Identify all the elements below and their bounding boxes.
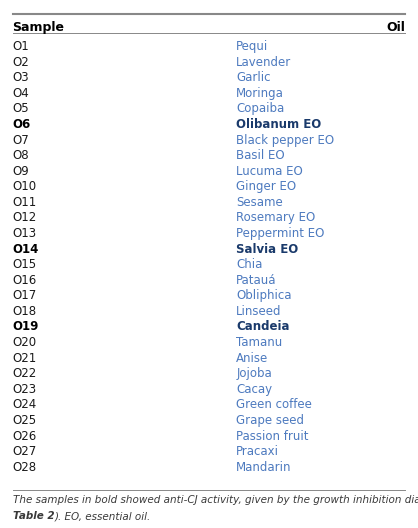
Text: O2: O2 <box>13 55 29 69</box>
Text: Oil: Oil <box>387 21 405 34</box>
Text: Anise: Anise <box>236 352 268 365</box>
Text: O27: O27 <box>13 445 37 458</box>
Text: O19: O19 <box>13 320 39 334</box>
Text: Garlic: Garlic <box>236 71 271 84</box>
Text: Copaiba: Copaiba <box>236 102 284 116</box>
Text: O18: O18 <box>13 305 37 318</box>
Text: Lucuma EO: Lucuma EO <box>236 165 303 178</box>
Text: Pequi: Pequi <box>236 40 268 53</box>
Text: Tamanu: Tamanu <box>236 336 283 349</box>
Text: Cacay: Cacay <box>236 383 272 396</box>
Text: Pracaxi: Pracaxi <box>236 445 279 458</box>
Text: The samples in bold showed anti-CJ activity, given by the growth inhibition diam: The samples in bold showed anti-CJ activ… <box>13 495 418 505</box>
Text: Peppermint EO: Peppermint EO <box>236 227 324 240</box>
Text: Passion fruit: Passion fruit <box>236 429 308 442</box>
Text: O17: O17 <box>13 289 37 303</box>
Text: O25: O25 <box>13 414 37 427</box>
Text: Sesame: Sesame <box>236 196 283 209</box>
Text: Olibanum EO: Olibanum EO <box>236 118 321 131</box>
Text: O15: O15 <box>13 258 37 271</box>
Text: Basil EO: Basil EO <box>236 149 285 162</box>
Text: O26: O26 <box>13 429 37 442</box>
Text: O4: O4 <box>13 87 29 100</box>
Text: Table 2: Table 2 <box>13 511 54 521</box>
Text: Moringa: Moringa <box>236 87 284 100</box>
Text: O28: O28 <box>13 460 37 474</box>
Text: Jojoba: Jojoba <box>236 367 272 380</box>
Text: O11: O11 <box>13 196 37 209</box>
Text: Patauá: Patauá <box>236 274 277 287</box>
Text: O3: O3 <box>13 71 29 84</box>
Text: O23: O23 <box>13 383 37 396</box>
Text: Black pepper EO: Black pepper EO <box>236 134 334 147</box>
Text: O20: O20 <box>13 336 37 349</box>
Text: ). EO, essential oil.: ). EO, essential oil. <box>54 511 150 521</box>
Text: O24: O24 <box>13 398 37 411</box>
Text: O12: O12 <box>13 211 37 224</box>
Text: Obliphica: Obliphica <box>236 289 292 303</box>
Text: Mandarin: Mandarin <box>236 460 292 474</box>
Text: O5: O5 <box>13 102 29 116</box>
Text: O9: O9 <box>13 165 29 178</box>
Text: O1: O1 <box>13 40 29 53</box>
Text: O7: O7 <box>13 134 29 147</box>
Text: O14: O14 <box>13 242 39 256</box>
Text: Salvia EO: Salvia EO <box>236 242 298 256</box>
Text: O22: O22 <box>13 367 37 380</box>
Text: O21: O21 <box>13 352 37 365</box>
Text: Ginger EO: Ginger EO <box>236 180 296 193</box>
Text: Grape seed: Grape seed <box>236 414 304 427</box>
Text: Chia: Chia <box>236 258 263 271</box>
Text: Green coffee: Green coffee <box>236 398 312 411</box>
Text: Rosemary EO: Rosemary EO <box>236 211 316 224</box>
Text: O16: O16 <box>13 274 37 287</box>
Text: Linseed: Linseed <box>236 305 282 318</box>
Text: Sample: Sample <box>13 21 64 34</box>
Text: O10: O10 <box>13 180 37 193</box>
Text: O8: O8 <box>13 149 29 162</box>
Text: Lavender: Lavender <box>236 55 291 69</box>
Text: O6: O6 <box>13 118 31 131</box>
Text: Candeia: Candeia <box>236 320 290 334</box>
Text: O13: O13 <box>13 227 37 240</box>
